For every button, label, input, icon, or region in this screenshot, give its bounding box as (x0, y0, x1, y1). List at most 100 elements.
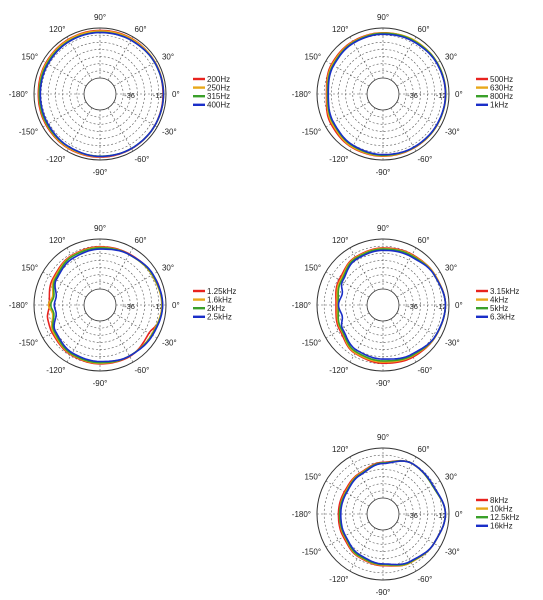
legend-label: 4kHz (490, 295, 508, 304)
series-line-6.3kHz (337, 249, 447, 360)
grid-ring (47, 41, 153, 147)
legend-label: 250Hz (207, 83, 230, 92)
angle-label: -60° (135, 366, 150, 375)
grid-ring (352, 63, 414, 125)
grid-ring (323, 34, 443, 154)
grid-spoke (396, 271, 441, 298)
grid-ring (69, 63, 131, 125)
angle-label: -120° (329, 366, 348, 375)
grid-ring (69, 274, 131, 336)
grid-inner-ring (83, 77, 117, 111)
grid-spoke (66, 36, 93, 81)
grid-ring (330, 41, 436, 147)
grid-spoke (42, 312, 87, 339)
angle-label: 0° (172, 90, 180, 99)
grid-ring (352, 483, 414, 545)
grid-spoke (349, 107, 376, 152)
series-line-2.5kHz (53, 248, 164, 363)
grid-ring (330, 252, 436, 358)
angle-label: 30° (162, 53, 174, 62)
grid-ring (76, 70, 124, 118)
db-label: -12 (153, 91, 164, 100)
grid-spoke (396, 101, 441, 128)
db-label: -36 (124, 91, 135, 100)
db-label: -12 (436, 302, 447, 311)
legend-label: 630Hz (490, 83, 513, 92)
grid-inner-ring (366, 288, 400, 322)
grid-spoke (107, 36, 134, 81)
legend-label: 10kHz (490, 504, 513, 513)
grid-spoke (42, 60, 87, 87)
angle-label: 90° (94, 13, 106, 22)
angle-label: -180° (9, 301, 28, 310)
angle-label: 30° (162, 264, 174, 273)
grid-spoke (349, 456, 376, 501)
grid-spoke (325, 312, 370, 339)
grid-spoke (390, 107, 417, 152)
legend-label: 6.3kHz (490, 313, 515, 322)
angle-label: -150° (302, 339, 321, 348)
angle-label: -60° (418, 575, 433, 584)
grid-spoke (396, 312, 441, 339)
grid-ring (323, 454, 443, 574)
angle-label: 150° (22, 53, 39, 62)
angle-label: -30° (162, 339, 177, 348)
legend-label: 315Hz (207, 92, 230, 101)
angle-label: -90° (376, 379, 391, 388)
grid-spoke (396, 60, 441, 87)
grid-spoke (349, 527, 376, 572)
grid-spoke (349, 318, 376, 363)
grid-spoke (42, 271, 87, 298)
legend-label: 200Hz (207, 75, 230, 84)
angle-label: -90° (93, 379, 108, 388)
angle-label: 150° (305, 264, 322, 273)
grid-ring (359, 490, 407, 538)
angle-label: -120° (46, 155, 65, 164)
grid-spoke (113, 312, 158, 339)
db-label: -12 (436, 91, 447, 100)
angle-label: 30° (445, 264, 457, 273)
legend-label: 400Hz (207, 101, 230, 110)
grid-inner-ring (83, 288, 117, 322)
series-line-1kHz (327, 33, 447, 156)
legend-label: 8kHz (490, 496, 508, 505)
angle-label: -90° (93, 168, 108, 177)
angle-label: 90° (377, 224, 389, 233)
polar-chart-1: 90° 60° 30° 0° -30° -60° -90° -120° -150° -180° 15… (9, 13, 230, 177)
polar-chart-2: 90° 60° 30° 0° -30° -60° -90° -120° -150° -180° 15… (292, 13, 513, 177)
grid-spoke (66, 107, 93, 152)
polar-chart-3: 90° 60° 30° 0° -30° -60° -90° -120° -150° -180° 15… (9, 224, 237, 388)
angle-label: 0° (455, 301, 463, 310)
grid-spoke (107, 107, 134, 152)
angle-label: 120° (49, 236, 66, 245)
legend-label: 2kHz (207, 304, 225, 313)
angle-label: 120° (332, 236, 349, 245)
angle-label: 60° (418, 25, 430, 34)
angle-label: 120° (332, 445, 349, 454)
angle-label: -120° (329, 155, 348, 164)
angle-label: 30° (445, 53, 457, 62)
angle-label: 90° (94, 224, 106, 233)
legend-label: 12.5kHz (490, 513, 519, 522)
legend-label: 1.6kHz (207, 295, 232, 304)
angle-label: 0° (172, 301, 180, 310)
angle-label: -30° (162, 128, 177, 137)
series-line-16kHz (340, 460, 447, 566)
grid-spoke (42, 101, 87, 128)
angle-label: -120° (46, 366, 65, 375)
legend-label: 5kHz (490, 304, 508, 313)
grid-spoke (325, 521, 370, 548)
angle-label: 150° (305, 473, 322, 482)
db-label: -36 (407, 511, 418, 520)
grid-inner-ring (366, 497, 400, 531)
grid-spoke (113, 60, 158, 87)
legend-label: 800Hz (490, 92, 513, 101)
angle-label: 30° (445, 473, 457, 482)
polar-grid (316, 27, 450, 161)
angle-label: -30° (445, 128, 460, 137)
legend-label: 2.5kHz (207, 313, 232, 322)
